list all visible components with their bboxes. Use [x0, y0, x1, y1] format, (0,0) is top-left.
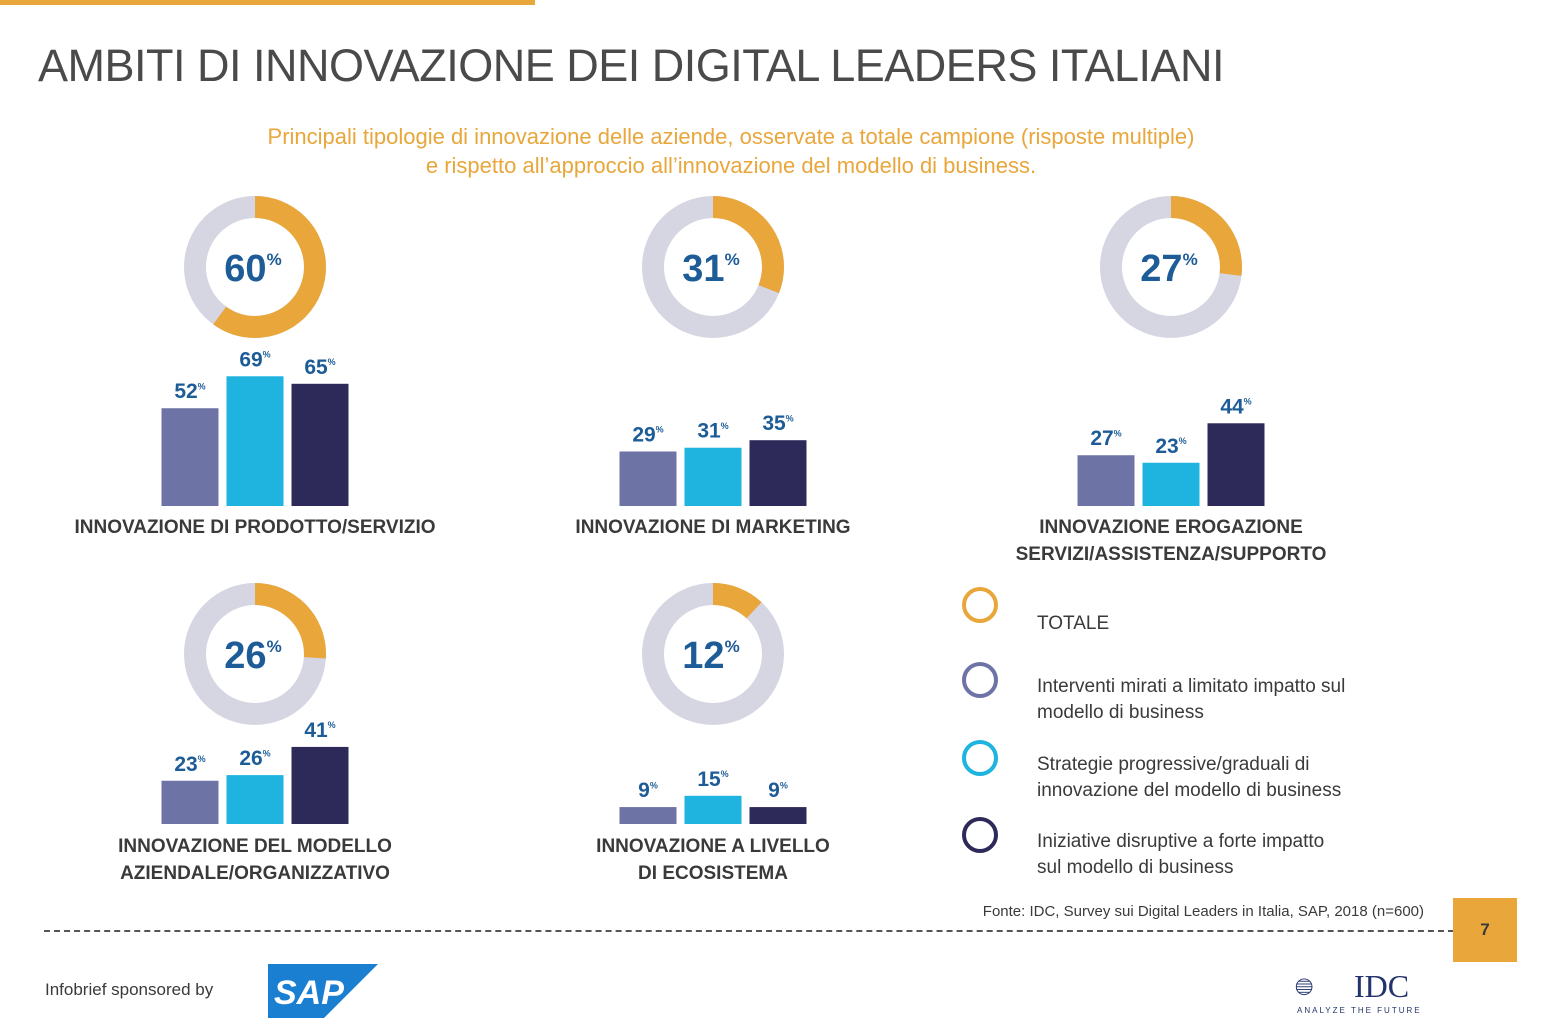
bar-strategie [226, 376, 284, 506]
legend-label-strategie: Strategie progressive/graduali di innova… [1037, 754, 1342, 801]
category-label-line: INNOVAZIONE DI MARKETING [575, 517, 851, 538]
idc-logo-text: IDC [1354, 968, 1410, 1004]
category-group: 60% 52% 69% 65% [161, 196, 349, 506]
bar-value-label: 9% [638, 779, 658, 802]
bar-value-label: 26% [239, 747, 270, 770]
donut-value-label: 26% [224, 635, 281, 677]
donut-arc-totale [642, 583, 784, 725]
category-label-line: AZIENDALE/ORGANIZZATIVO [120, 863, 390, 884]
legend-ring-strategie-icon [962, 740, 998, 776]
sap-logo: SAP [268, 964, 378, 1018]
category-group: 27% 27% 23% 44% [1077, 196, 1265, 506]
category-label: INNOVAZIONE EROGAZIONE SERVIZI/ASSISTENZA… [941, 514, 1401, 568]
bar-iniziative [291, 383, 349, 506]
bar-interventi [619, 807, 677, 824]
category-label-line: INNOVAZIONE DI PRODOTTO/SERVIZIO [74, 517, 436, 538]
category-label-line: SERVIZI/ASSISTENZA/SUPPORTO [1015, 544, 1327, 565]
legend-label-iniziative: Iniziative disruptive a forte impatto su… [1037, 831, 1325, 878]
bar-iniziative [749, 440, 807, 506]
bar-iniziative [749, 807, 807, 824]
source-note: Fonte: IDC, Survey sui Digital Leaders i… [982, 903, 1424, 920]
legend-ring-iniziative-icon [962, 817, 998, 853]
bar-interventi [161, 780, 219, 824]
footer-divider [44, 930, 1454, 932]
bar-value-label: 23% [1155, 435, 1186, 458]
subtitle-line-2: e rispetto all’approccio all’innovazione… [425, 153, 1037, 178]
bar-value-label: 9% [768, 779, 788, 802]
bar-value-label: 41% [304, 719, 335, 742]
bar-value-label: 35% [762, 412, 793, 435]
bar-value-label: 29% [632, 423, 663, 446]
bar-iniziative [1207, 423, 1265, 506]
category-label-line: INNOVAZIONE EROGAZIONE [1039, 517, 1303, 538]
category-group: 12% 9% 15% 9% [619, 583, 807, 824]
category-label: INNOVAZIONE DEL MODELLO AZIENDALE/ORGANIZ… [25, 833, 485, 887]
page-number: 7 [1453, 898, 1517, 962]
top-accent-rule [0, 0, 535, 5]
bar-value-label: 65% [304, 356, 335, 379]
legend-label-totale: TOTALE [1037, 613, 1110, 634]
bar-value-label: 15% [697, 768, 728, 791]
legend-ring-interventi-icon [962, 662, 998, 698]
category-label-line: INNOVAZIONE A LIVELLO [596, 836, 830, 857]
sap-logo-text: SAP [274, 974, 344, 1012]
bar-strategie [684, 795, 742, 824]
category-label: INNOVAZIONE A LIVELLO DI ECOSISTEMA [483, 833, 943, 887]
bar-strategie [226, 775, 284, 824]
bar-value-label: 27% [1090, 427, 1121, 450]
donut-arc-totale [184, 196, 326, 338]
donut-value-label: 27% [1140, 248, 1197, 290]
bar-value-label: 52% [174, 380, 205, 403]
idc-tagline: ANALYZE THE FUTURE [1297, 1006, 1422, 1015]
category-label: INNOVAZIONE DI MARKETING [483, 514, 943, 541]
subtitle-line-1: Principali tipologie di innovazione dell… [267, 124, 1195, 149]
category-group: 31% 29% 31% 35% [619, 196, 807, 506]
bar-interventi [619, 451, 677, 506]
bar-interventi [161, 408, 219, 506]
category-group: 26% 23% 26% 41% [161, 583, 349, 824]
sponsor-text: Infobrief sponsored by [45, 980, 214, 999]
donut-arc-totale [642, 196, 784, 338]
donut-value-label: 12% [682, 635, 739, 677]
bar-value-label: 69% [239, 348, 270, 371]
donut-value-label: 31% [682, 248, 739, 290]
bar-interventi [1077, 455, 1135, 506]
category-label-line: INNOVAZIONE DEL MODELLO [118, 836, 392, 857]
bar-value-label: 31% [697, 420, 728, 443]
page-title: AMBITI DI INNOVAZIONE DEI DIGITAL LEADER… [38, 40, 1225, 91]
bar-value-label: 44% [1220, 395, 1251, 418]
page-subtitle: Principali tipologie di innovazione dell… [0, 122, 1462, 180]
donut-arc-totale [1100, 196, 1242, 338]
donut-arc-totale [184, 583, 326, 725]
bar-iniziative [291, 746, 349, 824]
bar-value-label: 23% [174, 753, 205, 776]
donut-value-label: 60% [224, 248, 281, 290]
legend-label-interventi: Interventi mirati a limitato impatto sul… [1037, 676, 1346, 723]
bar-strategie [1142, 462, 1200, 506]
idc-globe-icon [1295, 978, 1313, 996]
legend-ring-totale-icon [962, 587, 998, 623]
category-label: INNOVAZIONE DI PRODOTTO/SERVIZIO [25, 514, 485, 541]
category-label-line: DI ECOSISTEMA [638, 863, 788, 884]
bar-strategie [684, 447, 742, 506]
